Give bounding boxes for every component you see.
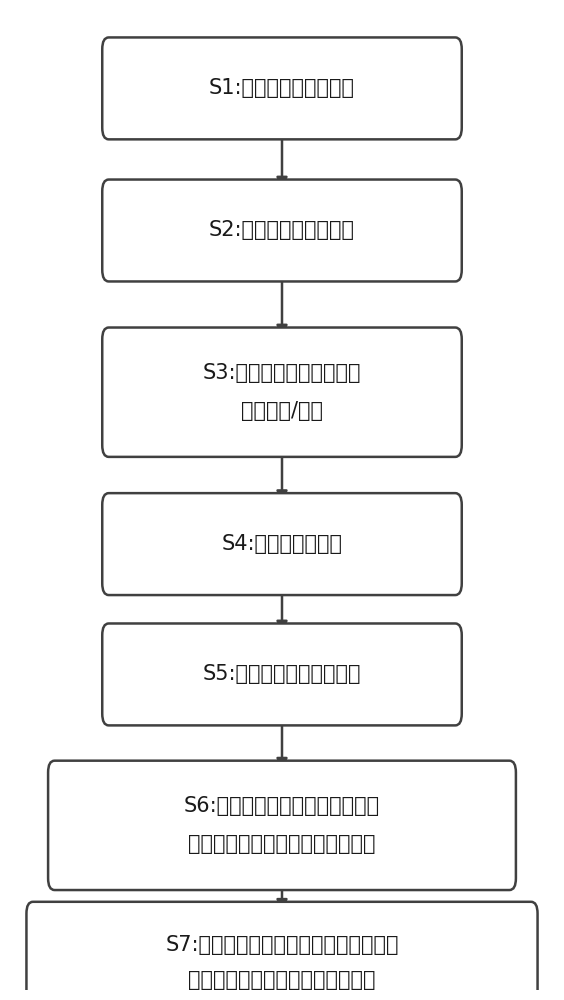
Text: S5:对待涂布基材进行冷却: S5:对待涂布基材进行冷却 — [202, 664, 362, 684]
FancyBboxPatch shape — [102, 623, 462, 725]
Text: 从而获得连续稳定的微孔锂箔带材: 从而获得连续稳定的微孔锂箔带材 — [188, 970, 376, 990]
Text: S6:通过涂布的方式将混入惰性气: S6:通过涂布的方式将混入惰性气 — [184, 796, 380, 816]
FancyBboxPatch shape — [102, 180, 462, 281]
Text: S3:对混入惰性气体的锂液: S3:对混入惰性气体的锂液 — [202, 363, 362, 383]
FancyBboxPatch shape — [102, 493, 462, 595]
FancyBboxPatch shape — [48, 761, 516, 890]
Text: S2:将惰性气体混入锂液: S2:将惰性气体混入锂液 — [209, 221, 355, 240]
Text: S1:提供锂液和惰性气体: S1:提供锂液和惰性气体 — [209, 78, 355, 98]
Text: S7:涂布过程稳定的情况下，移动基材，: S7:涂布过程稳定的情况下，移动基材， — [165, 935, 399, 955]
Text: S4:提供待涂布基材: S4:提供待涂布基材 — [222, 534, 342, 554]
FancyBboxPatch shape — [27, 902, 537, 1000]
Text: 体的锂液涂布到已经冷却的基材上: 体的锂液涂布到已经冷却的基材上 — [188, 834, 376, 854]
FancyBboxPatch shape — [102, 37, 462, 139]
Text: 进行加热/保温: 进行加热/保温 — [241, 401, 323, 421]
FancyBboxPatch shape — [102, 328, 462, 457]
